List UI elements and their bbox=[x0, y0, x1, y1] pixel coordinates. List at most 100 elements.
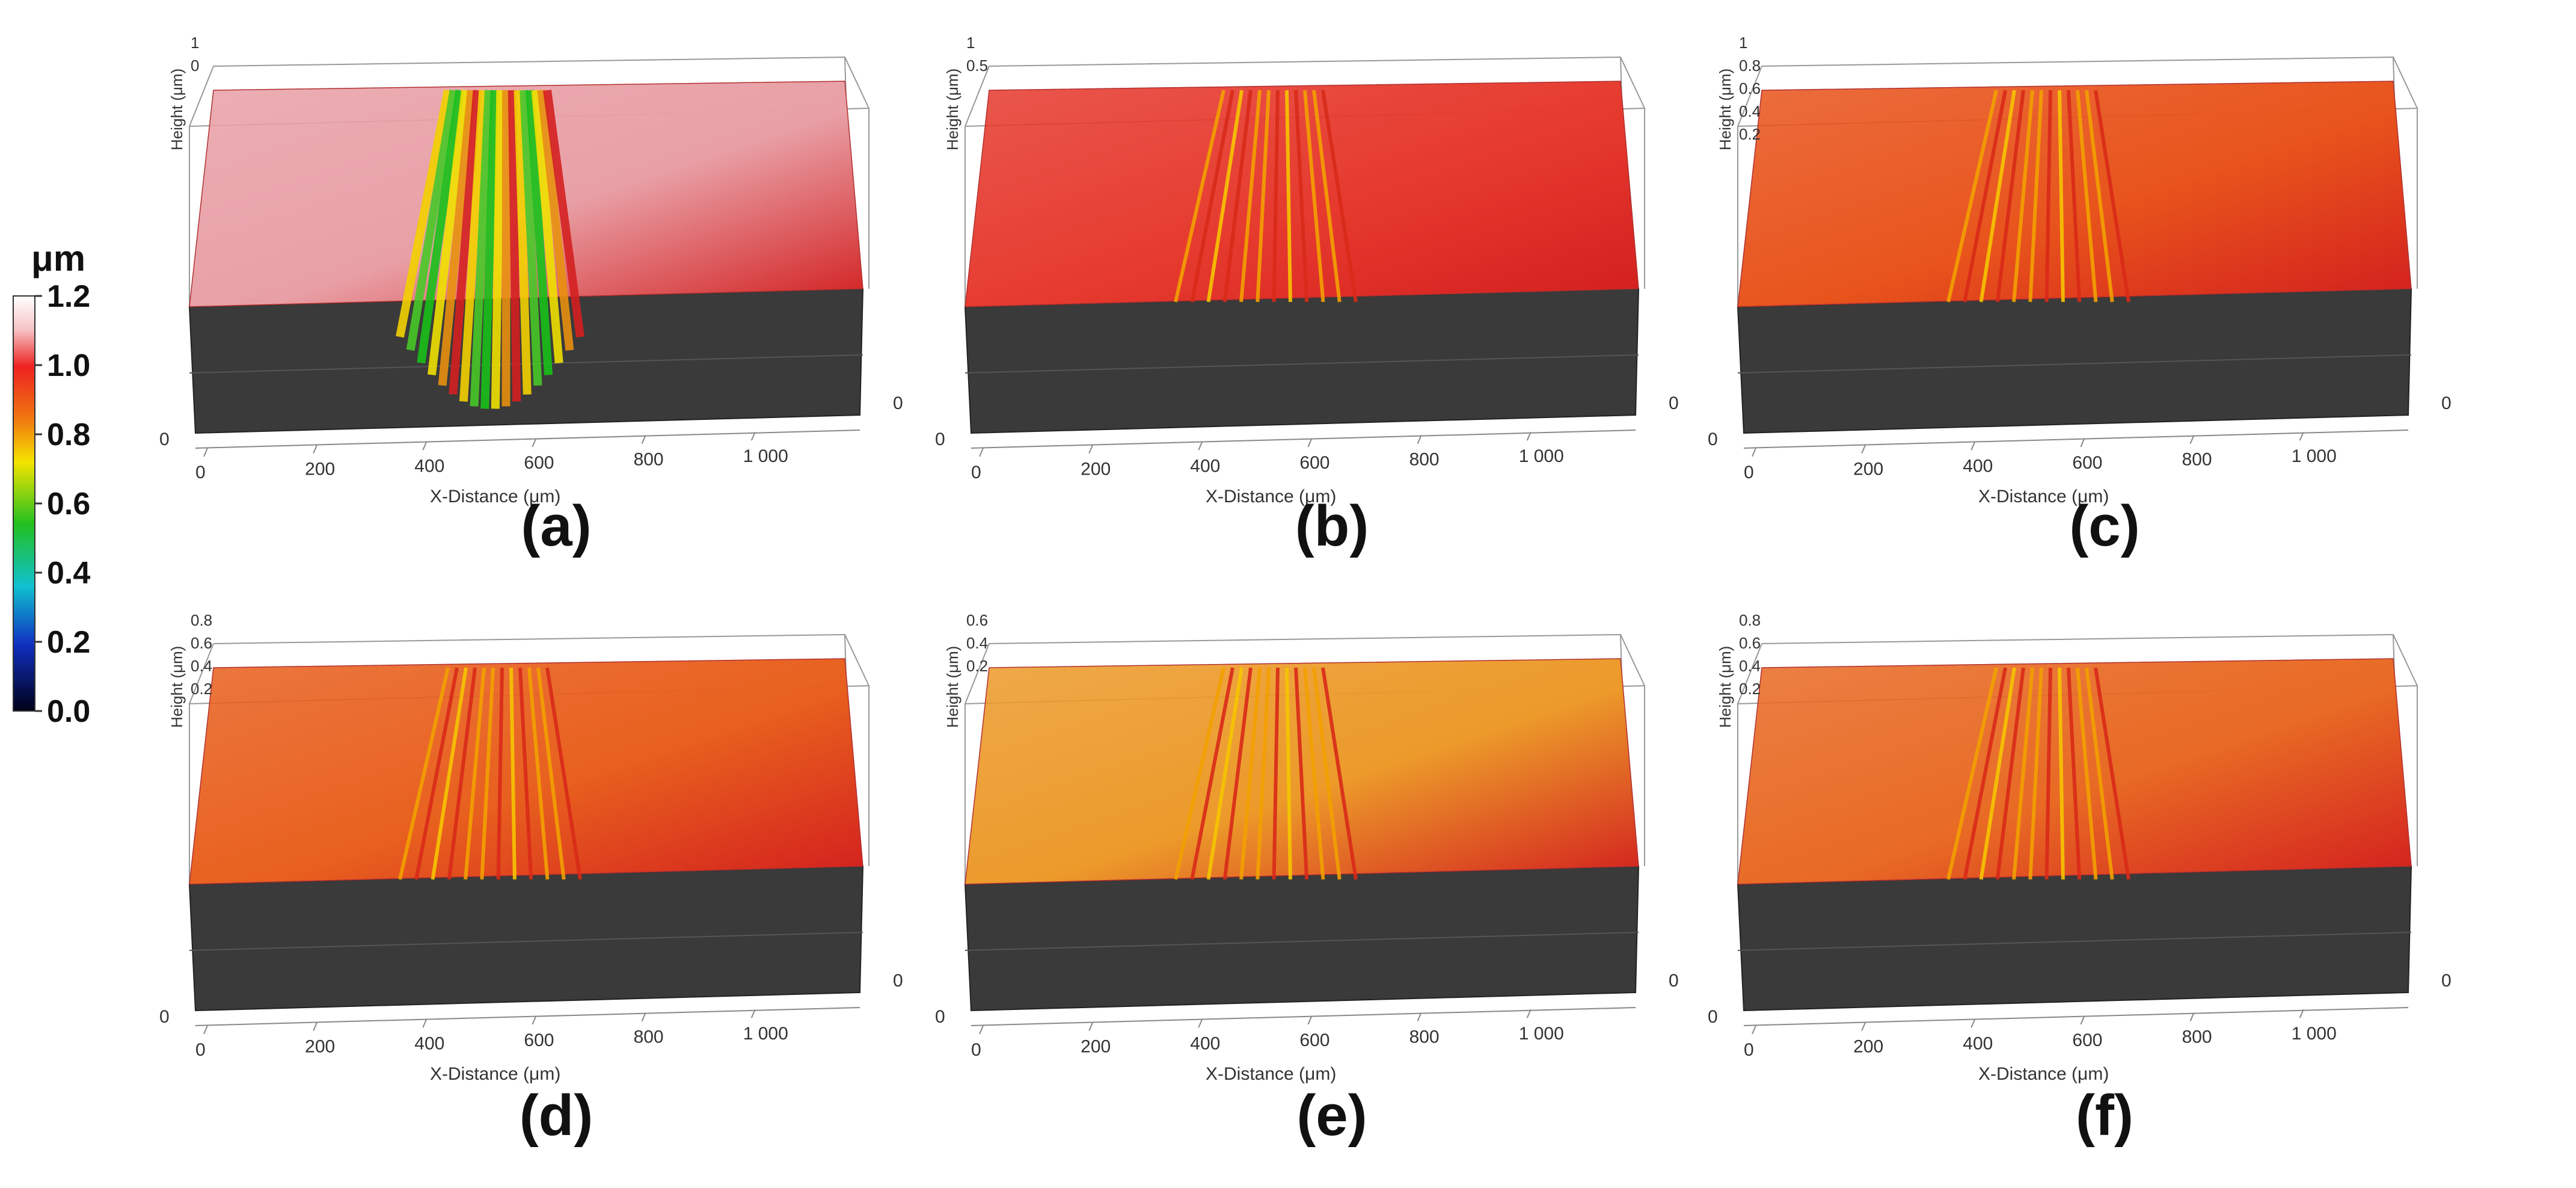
height-tick-label: 0.8 bbox=[191, 611, 212, 629]
height-tick-label: 0.4 bbox=[191, 657, 212, 675]
x-axis-title: X-Distance (μm) bbox=[430, 487, 560, 506]
x-axis: 0 200 400 600 800 1 000 X-Distance (μm) 0 0 bbox=[1708, 393, 2452, 506]
wear-track-stripe bbox=[459, 90, 488, 402]
x-tick-label: 800 bbox=[2182, 450, 2212, 470]
x-tick-label: 400 bbox=[1963, 456, 1993, 476]
x-tick-label: 1 000 bbox=[743, 1024, 788, 1044]
height-tick-label: 0.2 bbox=[1739, 680, 1761, 698]
substrate-block bbox=[964, 865, 1640, 1012]
depth-tick-label: 0 bbox=[159, 429, 170, 449]
wear-track-stripe bbox=[2028, 90, 2043, 303]
wear-track-stripe bbox=[1256, 90, 1271, 303]
x-tick-label: 800 bbox=[634, 450, 664, 470]
panel-label-d: (d) bbox=[519, 1083, 593, 1148]
x-tick-label: 0 bbox=[195, 1040, 206, 1060]
height-tick-label: 0.6 bbox=[966, 611, 988, 629]
wear-track-stripe bbox=[406, 89, 458, 351]
x-tick-label: 400 bbox=[1963, 1033, 1993, 1053]
height-tick-label: 0.5 bbox=[966, 57, 988, 75]
height-axis-title: Height (μm) bbox=[1716, 646, 1734, 728]
x-tick-label: 0 bbox=[1744, 1040, 1754, 1060]
x-tick-label: 400 bbox=[1190, 456, 1220, 476]
x-tick-label: 200 bbox=[305, 1037, 335, 1057]
depth-tick-label: 0 bbox=[935, 429, 945, 449]
height-tick-label: 1 bbox=[966, 34, 975, 52]
height-axis-title: Height (μm) bbox=[168, 69, 186, 150]
x-tick-label: 800 bbox=[1409, 450, 1440, 470]
wear-track-stripe bbox=[1321, 667, 1358, 880]
height-tick-label: 0.2 bbox=[191, 680, 212, 698]
substrate-block bbox=[1737, 865, 2412, 1012]
depth-tick-label: 0 bbox=[935, 1007, 945, 1027]
wear-track-stripe bbox=[2094, 667, 2130, 880]
wear-track-stripe bbox=[480, 667, 495, 880]
wear-track-stripe bbox=[1239, 90, 1262, 303]
wear-track-stripe bbox=[520, 90, 542, 386]
x-axis-title: X-Distance (μm) bbox=[1978, 487, 2109, 506]
x-axis-title: X-Distance (μm) bbox=[1206, 487, 1336, 506]
x-axis: 0 200 400 600 800 1 000 X-Distance (μm) 0 0 bbox=[159, 393, 903, 506]
panel-label-e: (e) bbox=[1296, 1083, 1367, 1148]
x-tick-label: 0 bbox=[195, 463, 206, 482]
wear-track-stripe bbox=[2067, 667, 2082, 880]
panel-c: 0 200 400 600 800 1 000 X-Distance (μm) 0 0 Heigh… bbox=[1702, 24, 2507, 602]
wear-track-stripe bbox=[1190, 90, 1234, 303]
wear-track-stripe bbox=[1190, 667, 1234, 880]
wear-track-stripe bbox=[496, 667, 504, 880]
wear-track-stripe bbox=[1272, 667, 1280, 880]
wear-track-stripe bbox=[509, 667, 517, 880]
wear-track-stripe bbox=[464, 667, 486, 880]
colorbar-tick-label: 1.2 bbox=[47, 279, 90, 314]
colorbar-tick-label: 0.2 bbox=[47, 625, 90, 660]
height-tick-label: 0.8 bbox=[1739, 611, 1761, 629]
x-tick-label: 0 bbox=[971, 1040, 981, 1060]
height-axis-title: Height (μm) bbox=[943, 646, 961, 728]
wear-track-stripe bbox=[449, 90, 482, 395]
wear-track-stripe bbox=[398, 667, 450, 880]
wear-track-stripe bbox=[491, 90, 505, 409]
wear-track-stripe bbox=[514, 90, 532, 395]
x-tick-label: 400 bbox=[414, 456, 444, 476]
x-tick-label: 600 bbox=[2072, 1030, 2102, 1050]
wear-track-stripe bbox=[1995, 667, 2025, 880]
surface-plot-e: 0 200 400 600 800 1 000 X-Distance (μm) 0 0 Heigh… bbox=[935, 611, 1679, 1084]
wear-track-stripe bbox=[1963, 90, 2007, 303]
x-tick-label: 1 000 bbox=[2292, 1024, 2337, 1044]
wear-track-stripe bbox=[1174, 90, 1225, 303]
height-axis: Height (μm) 0.6 0.4 0.2 bbox=[943, 611, 988, 728]
wear-track-stripe bbox=[1303, 90, 1325, 303]
substrate-block bbox=[1737, 288, 2412, 434]
colorbar-tick-label: 0.4 bbox=[47, 556, 90, 591]
x-tick-label: 200 bbox=[1081, 1037, 1111, 1057]
colorbar-tick-label: 0.6 bbox=[47, 487, 90, 522]
wear-track-stripe bbox=[1321, 90, 1358, 303]
height-axis-title: Height (μm) bbox=[943, 69, 961, 150]
x-tick-label: 600 bbox=[1299, 1030, 1329, 1050]
wear-track-stripe bbox=[1239, 667, 1262, 880]
wear-track-stripe bbox=[2085, 90, 2114, 303]
x-tick-label: 800 bbox=[2182, 1027, 2212, 1047]
panel-d: 0 200 400 600 800 1 000 X-Distance (μm) 0 0 Heigh… bbox=[153, 602, 959, 1179]
x-axis: 0 200 400 600 800 1 000 X-Distance (μm) 0 0 bbox=[1708, 971, 2452, 1084]
wear-track-stripe bbox=[431, 667, 468, 880]
wear-track-stripe bbox=[531, 90, 563, 364]
wear-track-stripe bbox=[438, 90, 476, 386]
wear-track-stripe bbox=[536, 667, 566, 880]
x-tick-label: 600 bbox=[2072, 453, 2102, 473]
wear-track-stripe bbox=[2067, 90, 2082, 303]
height-axis-title: Height (μm) bbox=[1716, 69, 1734, 150]
wear-track-stripe bbox=[2012, 667, 2034, 880]
wear-track-stripe bbox=[2076, 90, 2098, 303]
height-tick-label: 0.6 bbox=[1739, 634, 1761, 652]
depth-tick-label: 0 bbox=[1669, 393, 1679, 413]
x-axis: 0 200 400 600 800 1 000 X-Distance (μm) 0 0 bbox=[159, 971, 903, 1084]
x-tick-label: 400 bbox=[414, 1033, 444, 1053]
height-axis-title: Height (μm) bbox=[168, 646, 186, 728]
depth-tick-label: 0 bbox=[893, 393, 903, 413]
height-tick-label: 0.4 bbox=[966, 634, 988, 652]
panel-label-f: (f) bbox=[2076, 1083, 2133, 1148]
height-tick-label: 0.4 bbox=[1739, 102, 1761, 120]
depth-tick-label: 0 bbox=[2441, 971, 2452, 991]
height-axis: Height (μm) 1 0 bbox=[168, 34, 199, 150]
height-tick-label: 1 bbox=[1739, 34, 1747, 52]
